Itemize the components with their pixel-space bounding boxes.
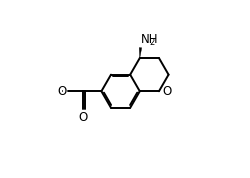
Text: O: O — [162, 85, 171, 98]
Polygon shape — [139, 48, 142, 58]
Text: NH: NH — [141, 33, 159, 46]
Text: O: O — [78, 111, 88, 124]
Text: O: O — [58, 85, 67, 98]
Text: 2: 2 — [150, 38, 155, 47]
